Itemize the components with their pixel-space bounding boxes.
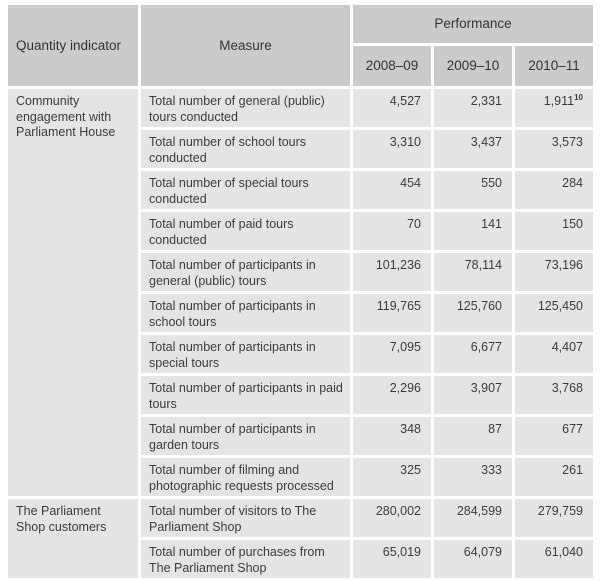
measure-cell: Total number of visitors to The Parliame… (141, 499, 350, 537)
value-cell: 65,019 (353, 540, 431, 578)
column-header-year-2009-10: 2009–10 (434, 46, 512, 86)
value-cell: 280,002 (353, 499, 431, 537)
value-cell: 6,677 (434, 335, 512, 373)
header-row-years: 2008–09 2009–10 2010–11 (8, 46, 593, 86)
measure-cell: Total number of participants in paid tou… (141, 376, 350, 414)
value-cell: 150 (515, 212, 593, 250)
value-cell: 4,527 (353, 89, 431, 127)
value-cell: 333 (434, 458, 512, 496)
table-row: Total number of participants in general … (8, 253, 593, 291)
header-row-top: Quantity indicator Measure Performance (8, 5, 593, 86)
table-row: Total number of participants in garden t… (8, 417, 593, 455)
value-cell: 4,407 (515, 335, 593, 373)
measure-cell: Total number of participants in school t… (141, 294, 350, 332)
performance-table: Quantity indicator Measure Performance 2… (5, 2, 596, 581)
footnote-marker: 10 (574, 92, 583, 102)
measure-cell: Total number of participants in general … (141, 253, 350, 291)
measure-cell: Total number of special tours conducted (141, 171, 350, 209)
value-cell: 3,907 (434, 376, 512, 414)
value-cell: 2,331 (434, 89, 512, 127)
value-cell: 348 (353, 417, 431, 455)
value-cell: 325 (353, 458, 431, 496)
column-header-measure: Measure (141, 5, 350, 86)
value-cell: 87 (434, 417, 512, 455)
table-row: Total number of special tours conducted … (8, 171, 593, 209)
measure-cell: Total number of general (public) tours c… (141, 89, 350, 127)
column-header-year-2010-11: 2010–11 (515, 46, 593, 86)
value-cell: 550 (434, 171, 512, 209)
value-cell: 2,296 (353, 376, 431, 414)
value-cell: 119,765 (353, 294, 431, 332)
column-header-year-2008-09: 2008–09 (353, 46, 431, 86)
group-cell-community-engagement: Community engagement with Parliament Hou… (8, 89, 138, 496)
value-cell: 284,599 (434, 499, 512, 537)
value-cell: 125,450 (515, 294, 593, 332)
value-cell: 101,236 (353, 253, 431, 291)
value-cell: 284 (515, 171, 593, 209)
value-text: 1,911 (543, 94, 575, 108)
table-row: Total number of participants in paid tou… (8, 376, 593, 414)
table-row: The Parliament Shop customers Total numb… (8, 499, 593, 578)
table-row: Total number of filming and photographic… (8, 458, 593, 496)
value-cell-with-footnote: 1,91110 (515, 89, 593, 127)
value-cell: 677 (515, 417, 593, 455)
table-row: Total number of participants in special … (8, 335, 593, 373)
column-header-performance: Performance (353, 5, 593, 43)
value-cell: 454 (353, 171, 431, 209)
measure-cell: Total number of paid tours conducted (141, 212, 350, 250)
column-header-quantity-indicator: Quantity indicator (8, 5, 138, 86)
value-cell: 78,114 (434, 253, 512, 291)
value-cell: 279,759 (515, 499, 593, 537)
table-row: Total number of paid tours conducted 70 … (8, 212, 593, 250)
value-cell: 7,095 (353, 335, 431, 373)
value-cell: 261 (515, 458, 593, 496)
value-cell: 125,760 (434, 294, 512, 332)
measure-cell: Total number of participants in garden t… (141, 417, 350, 455)
value-cell: 3,573 (515, 130, 593, 168)
value-cell: 64,079 (434, 540, 512, 578)
measure-cell: Total number of participants in special … (141, 335, 350, 373)
value-cell: 141 (434, 212, 512, 250)
value-cell: 3,768 (515, 376, 593, 414)
measure-cell: Total number of purchases from The Parli… (141, 540, 350, 578)
value-cell: 61,040 (515, 540, 593, 578)
table-row: Total number of school tours conducted 3… (8, 130, 593, 168)
table-row: Community engagement with Parliament Hou… (8, 89, 593, 496)
measure-cell: Total number of school tours conducted (141, 130, 350, 168)
value-cell: 3,437 (434, 130, 512, 168)
value-cell: 3,310 (353, 130, 431, 168)
group-cell-parliament-shop: The Parliament Shop customers (8, 499, 138, 578)
measure-cell: Total number of filming and photographic… (141, 458, 350, 496)
table-row: Total number of participants in school t… (8, 294, 593, 332)
value-cell: 73,196 (515, 253, 593, 291)
value-cell: 70 (353, 212, 431, 250)
